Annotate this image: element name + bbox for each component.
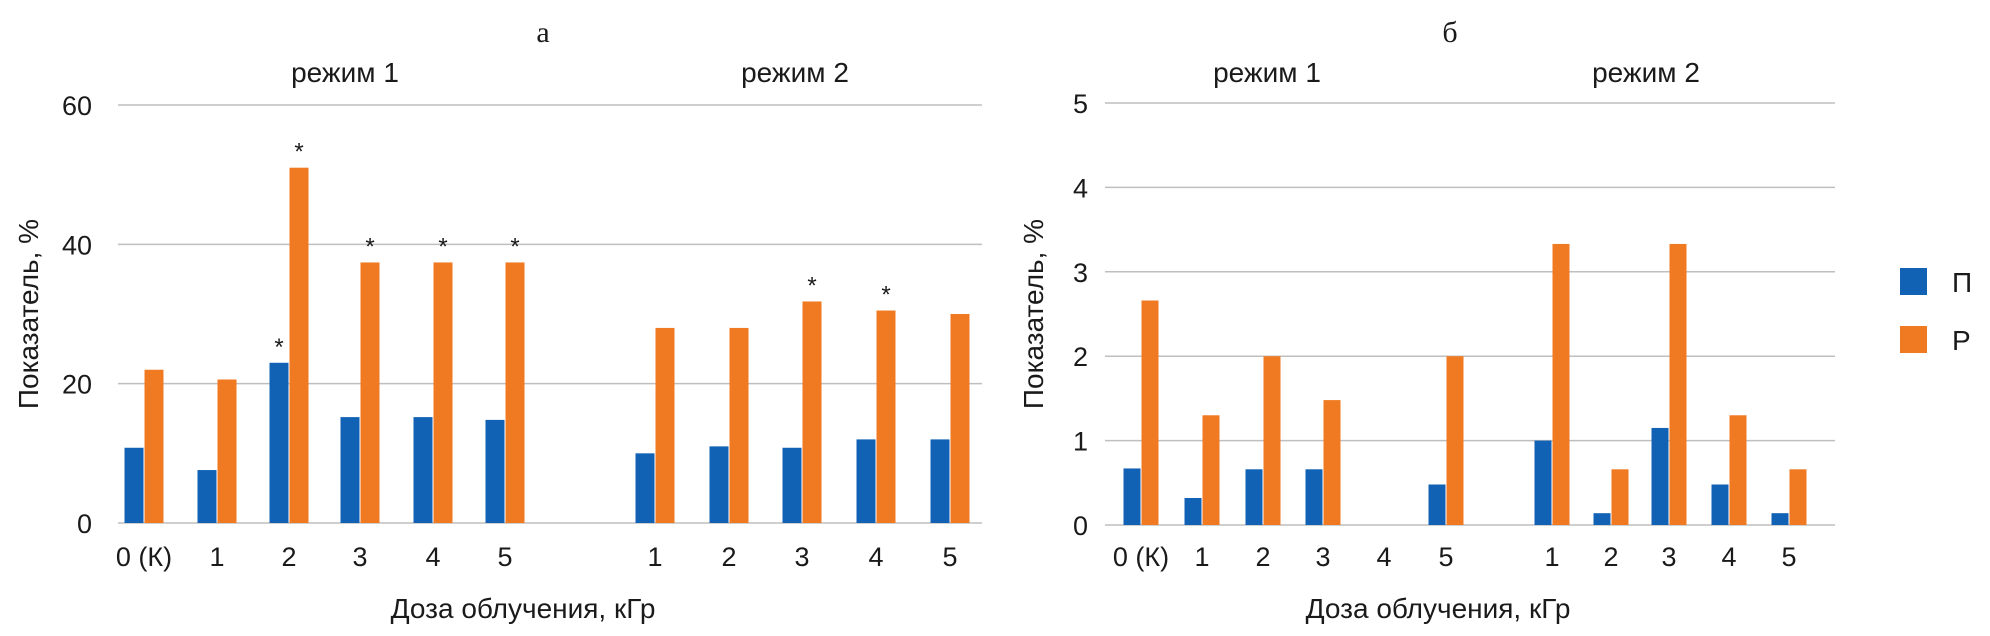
y-tick-label: 0 (1073, 511, 1088, 541)
bar-p (856, 439, 876, 523)
y-tick-label: 2 (1073, 342, 1088, 372)
bar-p (1184, 497, 1202, 525)
x-tick-label: 2 (1255, 542, 1270, 572)
bar-p (1245, 469, 1263, 525)
x-tick-label: 0 (К) (1113, 542, 1169, 572)
x-tick-label: 4 (868, 542, 883, 572)
x-tick-label: 3 (794, 542, 809, 572)
y-tick-label: 1 (1073, 427, 1088, 457)
bar-r (1141, 300, 1159, 525)
legend-swatch-p (1900, 268, 1927, 295)
x-tick-label: 2 (281, 542, 296, 572)
chart-panel-b: б 0 1 2 3 4 5 режим 1 режим 2 0 (К) 1 2 3 4 5 1 2 3 4 5 Пока… (1018, 16, 1835, 624)
x-tick-label: 4 (1721, 542, 1736, 572)
panel-label: б (1442, 16, 1457, 49)
x-tick-label: 3 (1315, 542, 1330, 572)
bar-r (1789, 469, 1807, 525)
bar-p (1711, 484, 1729, 525)
regime-label: режим 1 (1213, 57, 1321, 88)
regime-label: режим 1 (291, 57, 399, 88)
x-tick-label: 1 (647, 542, 662, 572)
significance-star: * (807, 272, 816, 299)
bar-p (1593, 513, 1611, 525)
bar-p (1534, 440, 1552, 525)
bar-p (1305, 469, 1323, 525)
legend-swatch-r (1900, 326, 1927, 353)
legend-label: П (1952, 267, 1972, 298)
bar-p (413, 417, 433, 523)
y-tick-label: 3 (1073, 258, 1088, 288)
bar-p (197, 470, 217, 523)
legend-label: Р (1952, 325, 1971, 356)
y-tick-label: 4 (1073, 173, 1088, 203)
legend: ПР (1900, 267, 1972, 356)
bar-p (340, 417, 360, 523)
y-tick-label: 5 (1073, 89, 1088, 119)
bar-p (1123, 468, 1141, 525)
bar-r (360, 262, 380, 523)
x-tick-label: 4 (425, 542, 440, 572)
significance-star: * (274, 334, 283, 361)
bar-r (289, 167, 309, 523)
bar-r (505, 262, 525, 523)
bar-r (433, 262, 453, 523)
bar-r (1729, 415, 1747, 525)
bar-p (269, 362, 289, 523)
regime-label: режим 2 (1592, 57, 1700, 88)
x-tick-label: 5 (1781, 542, 1796, 572)
x-tick-label: 1 (1544, 542, 1559, 572)
significance-star: * (438, 233, 447, 260)
bar-r (1669, 243, 1687, 525)
bar-p (1428, 484, 1446, 525)
bar-p (782, 447, 802, 523)
significance-star: * (294, 139, 303, 166)
bar-p (1771, 513, 1789, 525)
bar-p (709, 446, 729, 523)
panel-label: а (536, 16, 549, 49)
significance-star: * (881, 282, 890, 309)
bar-r (802, 301, 822, 523)
x-tick-label: 5 (1438, 542, 1453, 572)
bar-p (930, 439, 950, 523)
y-axis-title: Показатель, % (13, 219, 44, 409)
y-tick-label: 0 (77, 509, 92, 539)
regime-label: режим 2 (741, 57, 849, 88)
x-axis-title: Доза облучения, кГр (391, 593, 656, 624)
bar-r (144, 369, 164, 523)
bar-p (1651, 427, 1669, 525)
bar-p (124, 447, 144, 523)
x-axis-title: Доза облучения, кГр (1306, 593, 1571, 624)
x-tick-label: 2 (1603, 542, 1618, 572)
bar-r (1611, 469, 1629, 525)
bar-r (950, 314, 970, 523)
significance-star: * (510, 233, 519, 260)
x-tick-label: 3 (1661, 542, 1676, 572)
y-axis-title: Показатель, % (1018, 219, 1049, 409)
y-tick-label: 20 (62, 370, 92, 400)
x-tick-label: 0 (К) (116, 542, 172, 572)
x-tick-label: 5 (497, 542, 512, 572)
x-tick-label: 5 (942, 542, 957, 572)
bar-r (1202, 415, 1220, 525)
bar-r (655, 327, 675, 523)
bar-p (485, 419, 505, 523)
bar-p (635, 453, 655, 523)
bar-r (1552, 243, 1570, 525)
x-tick-label: 2 (721, 542, 736, 572)
bar-r (1446, 356, 1464, 525)
x-tick-label: 1 (209, 542, 224, 572)
y-tick-label: 40 (62, 230, 92, 260)
significance-star: * (365, 233, 374, 260)
x-tick-label: 1 (1194, 542, 1209, 572)
bar-r (1323, 400, 1341, 525)
bar-r (1263, 356, 1281, 525)
bar-r (729, 327, 749, 523)
bar-r (217, 379, 237, 523)
x-tick-label: 4 (1376, 542, 1391, 572)
chart-panel-a: а 0 20 40 60 режим 1 режим 2 0 (К) 1 2 3 4 5 1 2 3 4 5 * * *… (13, 16, 982, 624)
bar-r (876, 310, 896, 523)
y-tick-label: 60 (62, 91, 92, 121)
x-tick-label: 3 (352, 542, 367, 572)
